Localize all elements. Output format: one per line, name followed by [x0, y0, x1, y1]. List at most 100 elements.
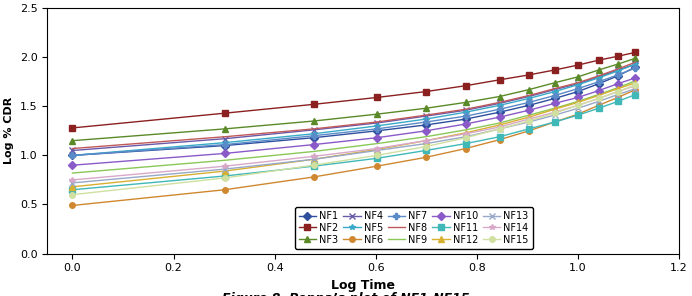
NF2: [69, 126, 77, 130]
NF2: [631, 51, 639, 54]
NF1: [574, 90, 582, 93]
NF10: [372, 136, 381, 139]
NF1: [525, 104, 533, 107]
NF15: [221, 176, 229, 180]
NF14: [631, 84, 639, 88]
NF6: [462, 147, 470, 150]
NF15: [594, 97, 603, 100]
NF7: [462, 114, 470, 118]
NF11: [421, 149, 430, 152]
NF9: [372, 142, 381, 145]
NF12: [631, 81, 639, 85]
NF9: [594, 93, 603, 96]
NF3: [221, 127, 229, 131]
Y-axis label: Log % CDR: Log % CDR: [4, 97, 14, 165]
NF7: [574, 87, 582, 91]
NF12: [221, 169, 229, 173]
NF11: [594, 107, 603, 110]
NF11: [309, 164, 318, 168]
NF12: [495, 123, 504, 127]
NF13: [495, 127, 504, 131]
Line: NF6: NF6: [70, 87, 638, 208]
NF4: [309, 128, 318, 132]
NF3: [69, 139, 77, 142]
NF11: [221, 174, 229, 178]
NF14: [421, 139, 430, 142]
NF15: [495, 127, 504, 131]
Line: NF13: NF13: [70, 86, 638, 186]
NF9: [574, 100, 582, 103]
NF13: [594, 100, 603, 103]
Line: NF15: NF15: [70, 82, 638, 197]
NF4: [614, 68, 622, 72]
NF9: [462, 128, 470, 132]
Line: NF3: NF3: [70, 55, 638, 144]
NF8: [574, 81, 582, 85]
NF2: [525, 73, 533, 77]
Line: NF2: NF2: [70, 49, 638, 131]
NF13: [309, 157, 318, 161]
NF2: [594, 58, 603, 62]
NF13: [574, 107, 582, 110]
NF12: [421, 139, 430, 142]
NF8: [631, 60, 639, 64]
NF6: [631, 88, 639, 91]
Line: NF11: NF11: [70, 92, 638, 192]
NF1: [594, 82, 603, 86]
X-axis label: Log Time: Log Time: [331, 279, 395, 292]
NF3: [594, 68, 603, 72]
NF3: [574, 75, 582, 79]
NF15: [550, 111, 558, 115]
NF2: [574, 63, 582, 67]
NF6: [421, 156, 430, 159]
NF4: [69, 149, 77, 152]
NF12: [372, 148, 381, 151]
NF6: [525, 129, 533, 133]
NF5: [614, 69, 622, 73]
NF12: [462, 131, 470, 135]
NF8: [221, 135, 229, 139]
NF15: [309, 163, 318, 167]
NF6: [614, 96, 622, 99]
NF6: [372, 164, 381, 168]
NF13: [69, 181, 77, 185]
NF13: [372, 149, 381, 152]
NF3: [372, 112, 381, 116]
NF9: [221, 159, 229, 162]
NF10: [495, 115, 504, 119]
NF14: [525, 117, 533, 121]
NF3: [309, 119, 318, 123]
NF1: [421, 123, 430, 127]
NF11: [372, 157, 381, 160]
NF15: [421, 145, 430, 148]
NF9: [614, 86, 622, 89]
NF13: [631, 87, 639, 91]
NF13: [614, 93, 622, 96]
NF5: [495, 104, 504, 107]
NF2: [309, 103, 318, 106]
NF10: [525, 108, 533, 112]
NF12: [594, 94, 603, 97]
NF14: [495, 125, 504, 129]
NF8: [594, 74, 603, 78]
NF12: [574, 101, 582, 104]
NF5: [631, 62, 639, 66]
NF5: [525, 97, 533, 100]
NF5: [372, 124, 381, 128]
NF7: [309, 134, 318, 138]
Line: NF1: NF1: [70, 64, 638, 158]
NF4: [525, 95, 533, 98]
NF6: [221, 188, 229, 192]
NF13: [525, 120, 533, 124]
NF1: [631, 65, 639, 69]
NF13: [462, 135, 470, 139]
NF7: [495, 107, 504, 111]
NF10: [309, 143, 318, 147]
NF4: [495, 102, 504, 105]
Line: NF9: NF9: [73, 81, 635, 173]
NF12: [309, 157, 318, 161]
NF8: [462, 107, 470, 111]
NF5: [594, 76, 603, 80]
NF3: [421, 107, 430, 110]
NF1: [372, 129, 381, 133]
